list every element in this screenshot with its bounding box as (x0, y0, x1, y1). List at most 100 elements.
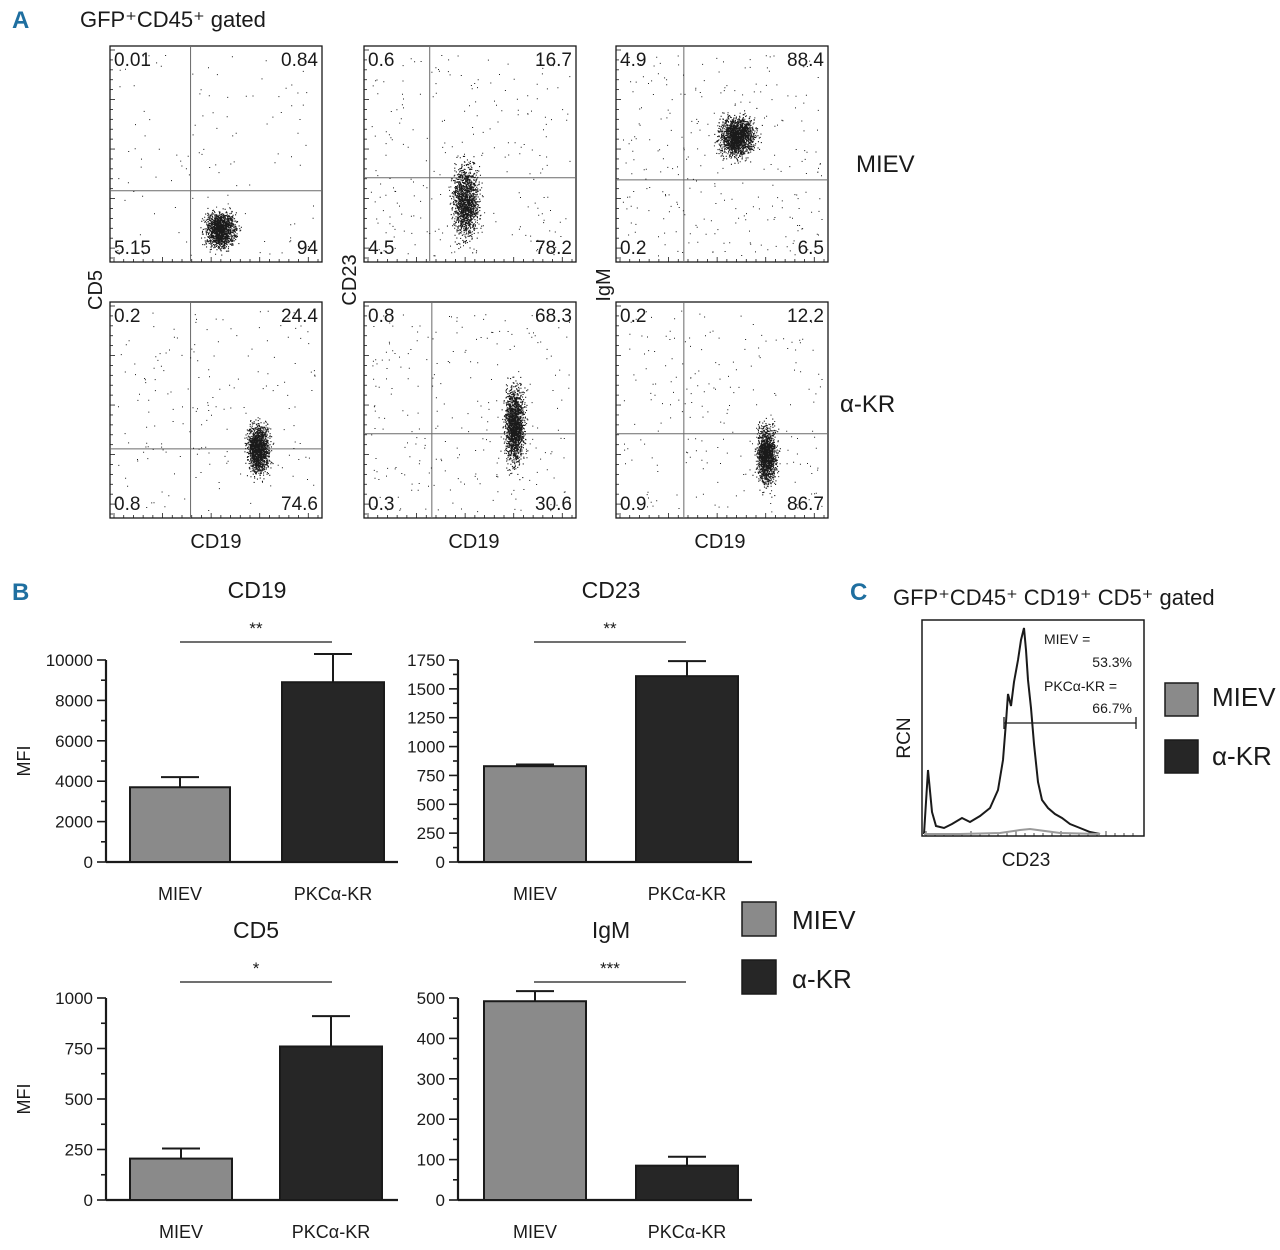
panel-a-letter: A (12, 7, 29, 34)
hist-annotation-1: MIEV = (1044, 631, 1090, 647)
bar (635, 1164, 739, 1202)
histogram-curve-kr (923, 627, 1101, 835)
histogram-x-label: CD23 (1002, 850, 1051, 871)
quadrant-value: 78.2 (535, 238, 572, 259)
quadrant-value: 0.3 (368, 494, 394, 515)
y-tick-label: 200 (417, 1110, 445, 1129)
histogram-y-label: RCN (894, 717, 915, 758)
x-label-col2: CD19 (448, 531, 499, 553)
row-label-miev: MIEV (856, 151, 915, 178)
bar (483, 765, 587, 863)
dot-plot: 0.2 12.2 0.9 86.7 (615, 301, 829, 519)
quadrant-value: 5.15 (114, 238, 151, 259)
y-axis-label: MFI (14, 1084, 34, 1115)
significance-stars: ** (603, 619, 617, 638)
bar (281, 681, 385, 863)
legend-b: MIEV α-KR (741, 901, 856, 995)
bar (279, 1045, 383, 1201)
bar-chart-title: CD19 (228, 577, 287, 603)
y-tick-label: 0 (84, 1191, 93, 1210)
dot-plot-frame (363, 301, 577, 519)
hist-annotation-2: 53.3% (1092, 654, 1132, 670)
quadrant-value: 0.2 (114, 306, 140, 327)
y-tick-label: 1000 (55, 989, 93, 1008)
dot-plot: 0.01 0.84 5.15 94 (109, 45, 323, 263)
dot-plot-frame (615, 45, 829, 263)
dot-plot-events (623, 310, 823, 513)
bar-chart: IgM *** 0 100 200 300 400 500 MIEV PKCα-KR (417, 917, 752, 1242)
histogram-frame (921, 619, 1145, 837)
quadrant-value: 0.8 (114, 494, 140, 515)
dot-plot-events (118, 310, 316, 511)
y-tick-label: 4000 (55, 772, 93, 791)
quadrant-value: 86.7 (787, 494, 824, 515)
quadrant-value: 12.2 (787, 306, 824, 327)
legend-c-label-miev: MIEV (1212, 682, 1276, 712)
quadrant-value: 0.9 (620, 494, 646, 515)
quadrant-value: 16.7 (535, 50, 572, 71)
y-tick-label: 1250 (407, 709, 445, 728)
histogram: MIEV = 53.3% PKCα-KR = 66.7% RCN CD23 (894, 619, 1145, 871)
quadrant-value: 0.84 (281, 50, 318, 71)
quadrant-value: 0.8 (368, 306, 394, 327)
panel-c-letter: C (850, 579, 867, 606)
y-tick-label: 500 (417, 989, 445, 1008)
y-tick-label: 2000 (55, 813, 93, 832)
dot-plot: 0.8 68.3 0.3 30.6 (363, 301, 577, 519)
y-tick-label: 250 (65, 1141, 93, 1160)
dot-plot: 0.6 16.7 4.5 78.2 (363, 45, 577, 263)
y-tick-label: 0 (436, 853, 445, 872)
dot-plot-events (370, 55, 571, 257)
quadrant-value: 68.3 (535, 306, 572, 327)
category-label: PKCα-KR (648, 1222, 726, 1242)
bar-chart-title: CD5 (233, 917, 279, 943)
y-axis-label: MFI (14, 746, 34, 777)
category-label: MIEV (513, 884, 557, 904)
row-label-kr: α-KR (840, 391, 895, 418)
y-tick-label: 750 (417, 766, 445, 785)
legend-c-label-kr: α-KR (1212, 741, 1272, 771)
flow-cytometry-grid: 0.01 0.84 5.15 94 0.6 16.7 4.5 78.2 4.9 88.4 0.2 6.… (109, 45, 829, 519)
quadrant-value: 30.6 (535, 494, 572, 515)
quadrant-value: 94 (297, 238, 319, 259)
y-label-cd23: CD23 (339, 254, 361, 305)
x-label-col1: CD19 (190, 531, 241, 553)
category-label: MIEV (158, 884, 202, 904)
panel-c-title: GFP⁺CD45⁺ CD19⁺ CD5⁺ gated (893, 585, 1215, 610)
dot-plot-frame (109, 45, 323, 263)
category-label: PKCα-KR (648, 884, 726, 904)
bar-chart-title: IgM (592, 917, 630, 943)
y-tick-label: 750 (65, 1040, 93, 1059)
y-tick-label: 0 (84, 853, 93, 872)
y-tick-label: 6000 (55, 732, 93, 751)
x-label-col3: CD19 (694, 531, 745, 553)
hist-annotation-3: PKCα-KR = (1044, 678, 1117, 694)
histogram-curve-miev (924, 827, 1101, 835)
quadrant-value: 0.6 (368, 50, 394, 71)
y-tick-label: 8000 (55, 691, 93, 710)
dot-plot: 0.2 24.4 0.8 74.6 (109, 301, 323, 519)
bar-chart: CD23 ** 0 250 500 750 1000 1250 1500 1750 MIEV PKCα… (407, 577, 752, 904)
dot-plot-frame (363, 45, 577, 263)
quadrant-value: 4.9 (620, 50, 646, 71)
y-label-igm: IgM (593, 268, 615, 301)
quadrant-value: 88.4 (787, 50, 824, 71)
y-tick-label: 1500 (407, 680, 445, 699)
bar (129, 1157, 233, 1201)
category-label: PKCα-KR (292, 1222, 370, 1242)
y-tick-label: 400 (417, 1029, 445, 1048)
category-label: PKCα-KR (294, 884, 372, 904)
legend-b-label-kr: α-KR (792, 964, 852, 994)
y-tick-label: 1750 (407, 651, 445, 670)
significance-stars: *** (600, 959, 620, 978)
dot-plot-events (371, 314, 570, 513)
legend-b-swatch-miev (741, 901, 777, 937)
bar-chart: CD5 * 0 250 500 750 1000 MFI MIEV PKCα-KR (14, 917, 398, 1242)
significance-stars: ** (249, 619, 263, 638)
y-tick-label: 300 (417, 1070, 445, 1089)
y-tick-label: 500 (65, 1090, 93, 1109)
y-label-cd5: CD5 (85, 270, 107, 310)
quadrant-value: 0.2 (620, 238, 646, 259)
